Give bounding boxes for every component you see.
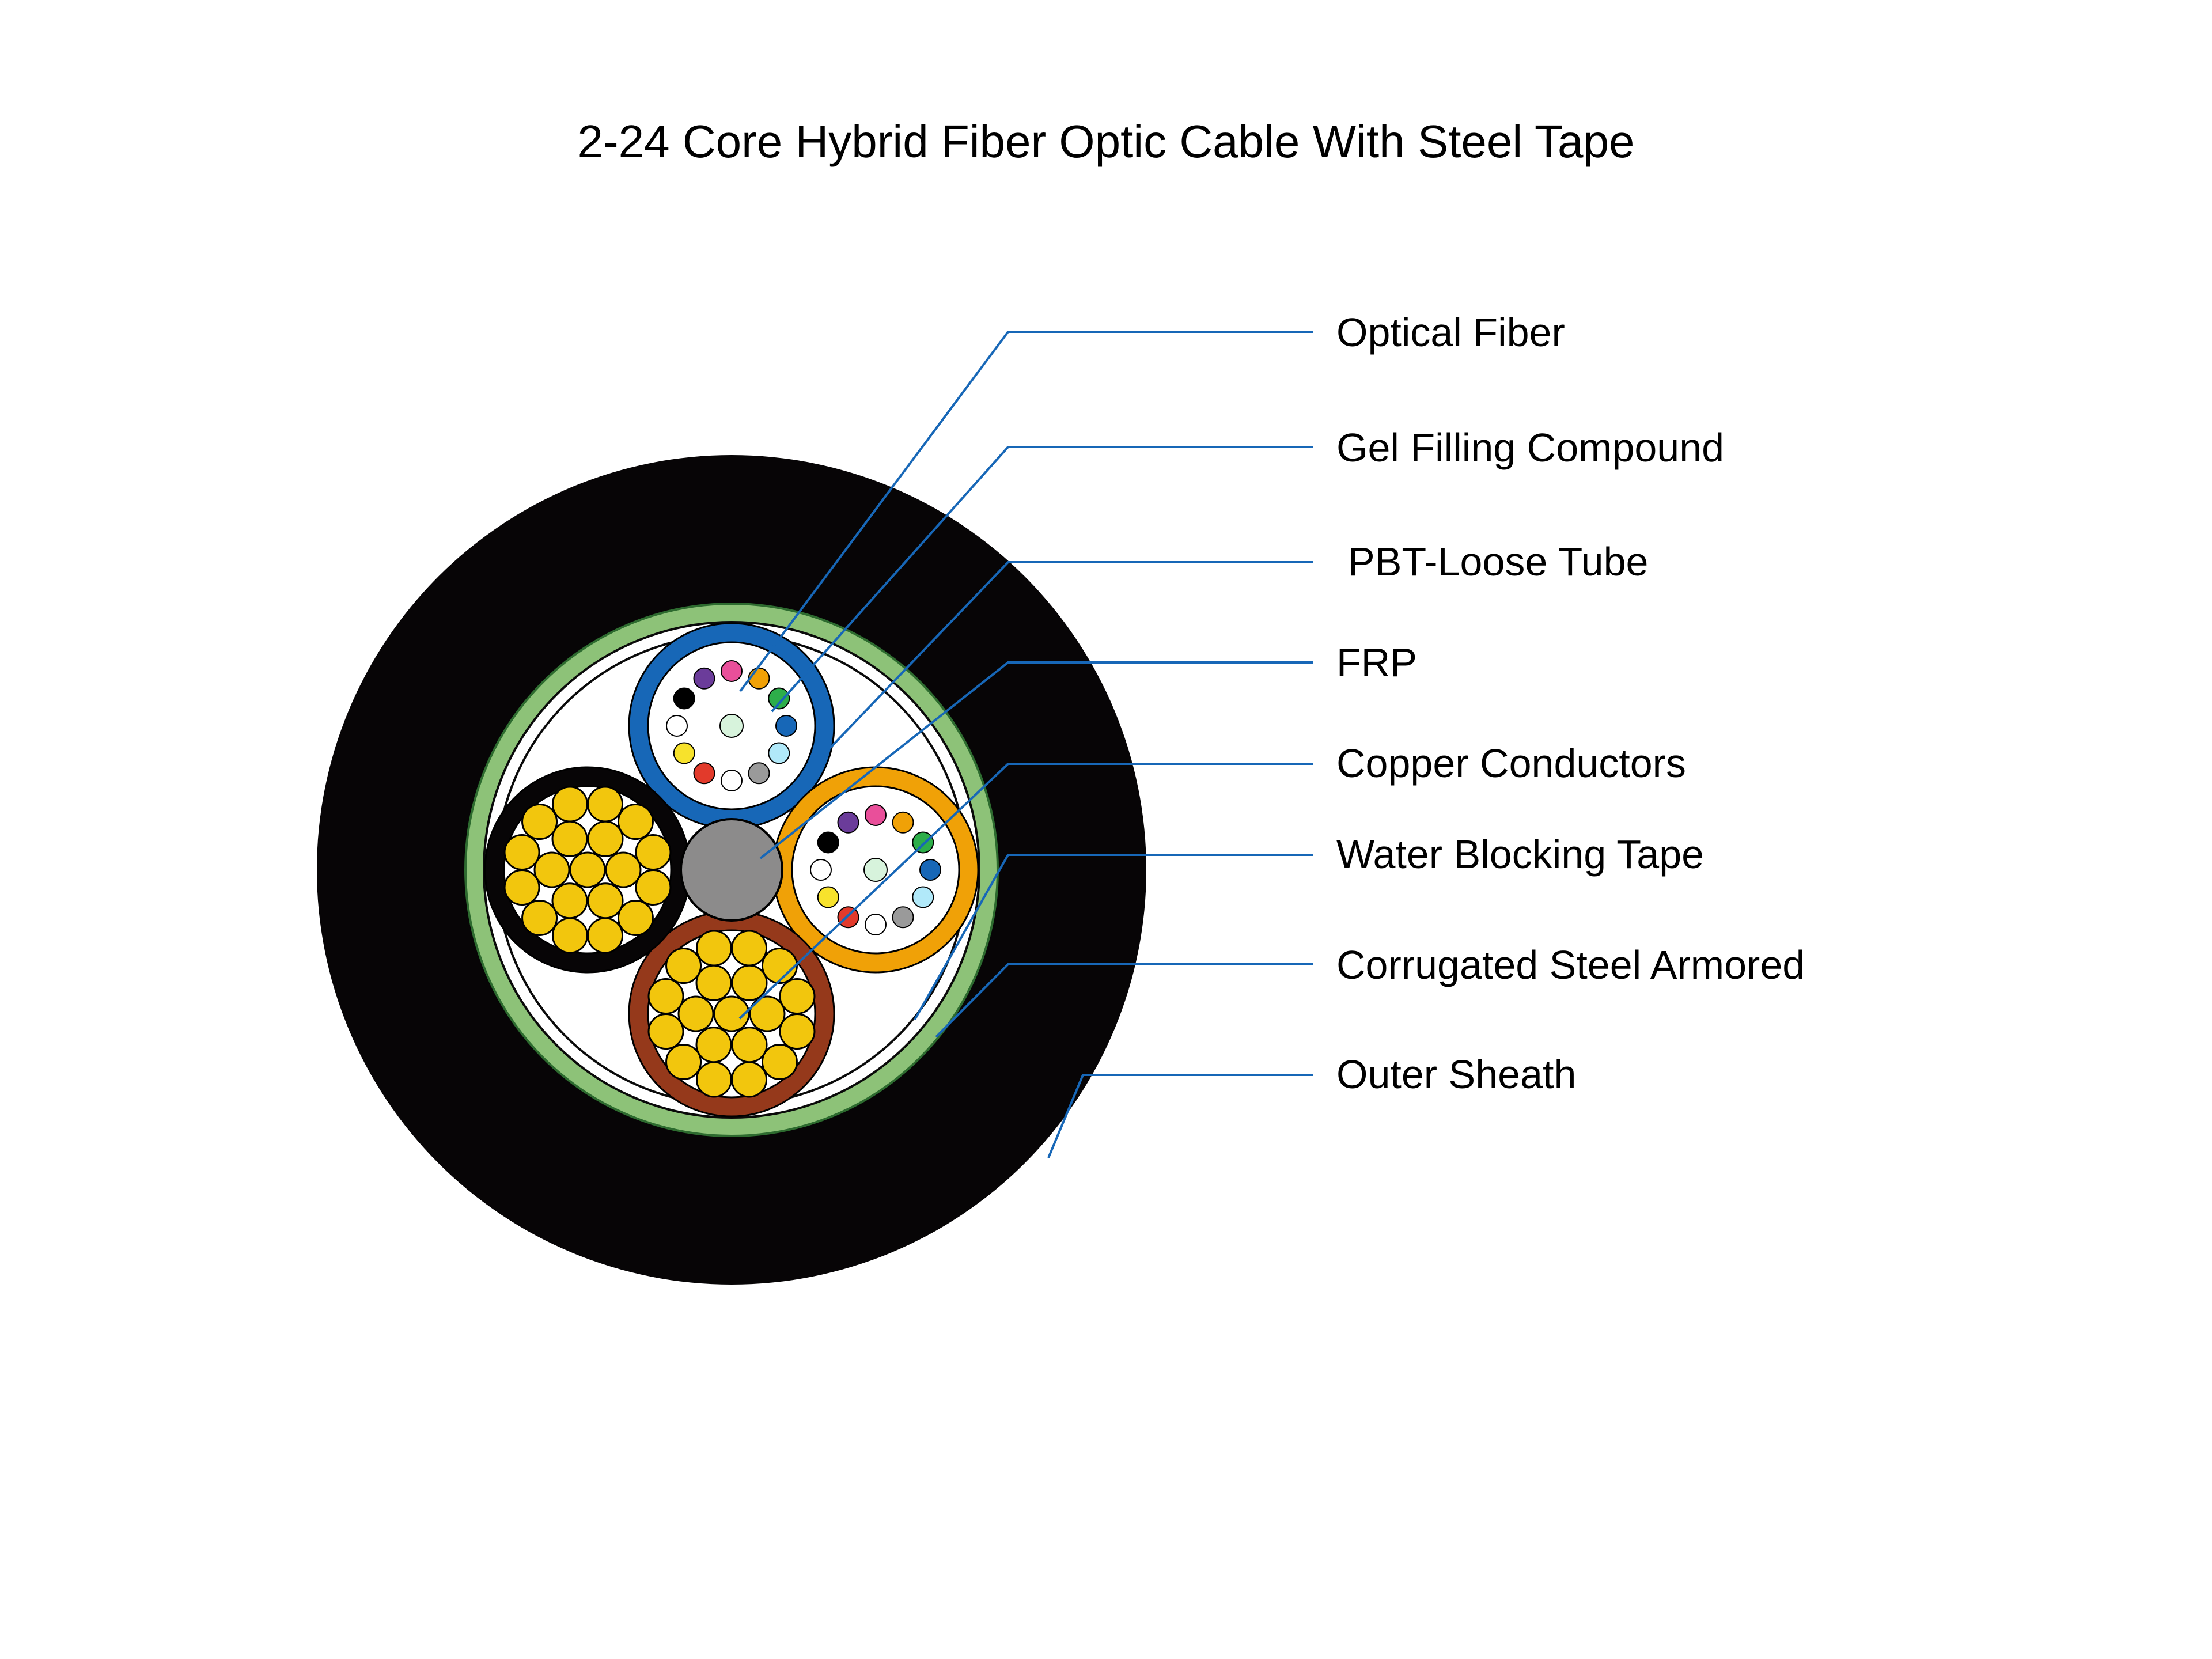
- optical-fiber-icon: [721, 661, 742, 681]
- optical-fiber-icon: [838, 812, 859, 833]
- label-water-blocking-tape: Water Blocking Tape: [1336, 831, 1704, 877]
- copper-conductor-icon: [679, 997, 713, 1031]
- copper-conductor-icon: [588, 884, 623, 918]
- copper-conductor-icon: [732, 1028, 767, 1062]
- optical-fiber-icon: [912, 887, 933, 908]
- copper-conductor-icon: [666, 949, 701, 983]
- copper-conductor-icon: [552, 821, 587, 856]
- optical-fiber-icon: [694, 668, 715, 689]
- optical-fiber-icon: [810, 859, 831, 880]
- label-gel-filling-compound: Gel Filling Compound: [1336, 425, 1724, 471]
- optical-fiber-icon: [818, 832, 839, 853]
- gel-core-icon: [720, 714, 743, 737]
- copper-conductor-icon: [522, 900, 557, 935]
- copper-conductor-icon: [732, 965, 767, 1000]
- optical-fiber-icon: [920, 859, 941, 880]
- copper-conductor-icon: [696, 965, 731, 1000]
- optical-fiber-icon: [674, 743, 695, 764]
- gel-core-icon: [864, 858, 887, 881]
- label-optical-fiber: Optical Fiber: [1336, 309, 1565, 355]
- copper-conductor-icon: [666, 1044, 701, 1079]
- copper-conductor-icon: [636, 870, 671, 905]
- optical-fiber-icon: [865, 805, 886, 825]
- optical-fiber-icon: [768, 688, 789, 709]
- copper-conductor-icon: [552, 787, 587, 821]
- optical-fiber-icon: [674, 688, 695, 709]
- copper-conductor-icon: [649, 1014, 683, 1049]
- frp-center-rod: [681, 819, 782, 921]
- copper-conductor-icon: [535, 853, 569, 887]
- label-corrugated-steel-armored: Corrugated Steel Armored: [1336, 942, 1805, 988]
- optical-fiber-icon: [893, 812, 914, 833]
- label-pbt-loose-tube: PBT-Loose Tube: [1348, 539, 1648, 585]
- optical-fiber-icon: [768, 743, 789, 764]
- optical-fiber-icon: [776, 715, 797, 736]
- label-outer-sheath: Outer Sheath: [1336, 1051, 1576, 1097]
- optical-fiber-icon: [749, 763, 770, 783]
- optical-fiber-icon: [666, 715, 687, 736]
- label-copper-conductors: Copper Conductors: [1336, 740, 1686, 786]
- diagram-container: 2-24 Core Hybrid Fiber Optic Cable With …: [0, 0, 2212, 1659]
- copper-conductor-icon: [505, 870, 539, 905]
- copper-conductor-icon: [732, 1062, 767, 1097]
- optical-fiber-icon: [694, 763, 715, 783]
- copper-conductor-icon: [552, 884, 587, 918]
- copper-conductor-icon: [552, 918, 587, 953]
- copper-conductor-icon: [780, 979, 815, 1013]
- copper-conductor-icon: [649, 979, 683, 1013]
- copper-conductor-icon: [606, 853, 641, 887]
- copper-conductor-icon: [618, 900, 653, 935]
- optical-fiber-icon: [893, 907, 914, 927]
- copper-conductor-icon: [780, 1014, 815, 1049]
- copper-conductor-icon: [696, 931, 731, 965]
- copper-conductor-icon: [750, 997, 785, 1031]
- copper-conductor-icon: [696, 1062, 731, 1097]
- copper-conductor-icon: [588, 821, 623, 856]
- optical-fiber-icon: [912, 832, 933, 853]
- leader-line-outer-sheath: [1048, 1075, 1313, 1158]
- optical-fiber-icon: [865, 914, 886, 935]
- copper-conductor-icon: [618, 805, 653, 839]
- copper-conductor-icon: [696, 1028, 731, 1062]
- copper-conductor-icon: [588, 918, 623, 953]
- optical-fiber-icon: [749, 668, 770, 689]
- cable-cross-section-svg: [0, 0, 2212, 1659]
- copper-conductor-icon: [762, 1044, 797, 1079]
- copper-conductor-icon: [570, 853, 605, 887]
- copper-conductor-icon: [588, 787, 623, 821]
- copper-conductor-icon: [636, 835, 671, 869]
- optical-fiber-icon: [721, 770, 742, 791]
- copper-conductor-icon: [732, 931, 767, 965]
- copper-conductor-icon: [505, 835, 539, 869]
- optical-fiber-icon: [818, 887, 839, 908]
- copper-conductor-icon: [762, 949, 797, 983]
- label-frp: FRP: [1336, 639, 1417, 685]
- copper-conductor-icon: [522, 805, 557, 839]
